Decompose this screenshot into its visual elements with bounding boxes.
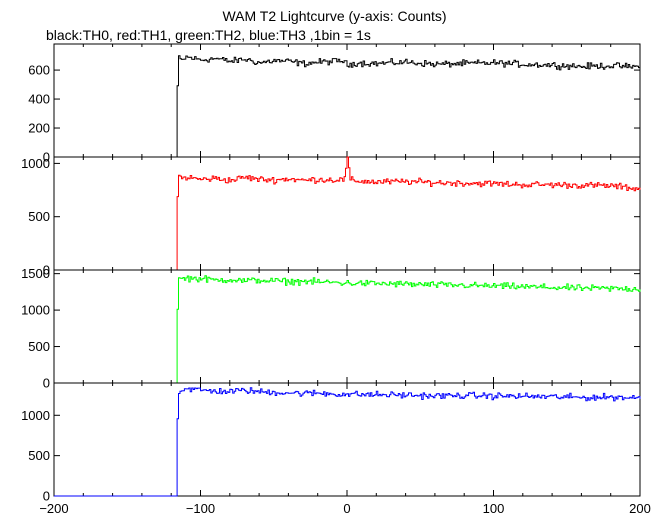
x-tick-label-4: 200 [629, 501, 651, 515]
panel-1-frame [53, 156, 641, 271]
panel-2-ytick-label-0: 0 [43, 376, 50, 391]
chart-subtitle: black:TH0, red:TH1, green:TH2, blue:TH3 … [46, 27, 371, 43]
panel-2-ytick-label-3: 1500 [21, 266, 50, 281]
panel-3-ytick-label-1: 500 [28, 448, 50, 463]
panel-0-ytick-label-2: 400 [28, 92, 50, 107]
panel-0-ytick-label-1: 200 [28, 121, 50, 136]
panel-0-ytick-label-0: 0 [43, 150, 50, 165]
series-0-line [54, 55, 641, 158]
x-tick-label-2: 0 [343, 501, 350, 515]
panel-1-ytick-label-2: 1000 [21, 156, 50, 171]
panel-1-ytick-label-1: 500 [28, 209, 50, 224]
x-tick-label-0: −200 [39, 501, 68, 515]
series-2-line [54, 275, 641, 384]
panel-3-ytick-label-0: 0 [43, 489, 50, 504]
panel-2-frame [53, 269, 641, 384]
series-3-line [54, 387, 641, 497]
x-tick-label-1: −100 [186, 501, 215, 515]
panel-1-ytick-label-0: 0 [43, 263, 50, 278]
panel-0-ytick-label-3: 600 [28, 63, 50, 78]
panel-3-frame [53, 382, 641, 497]
x-tick-label-3: 100 [483, 501, 505, 515]
panel-3-ytick-label-2: 1000 [21, 408, 50, 423]
chart-title: WAM T2 Lightcurve (y-axis: Counts) [222, 8, 447, 24]
panel-2-ytick-label-2: 1000 [21, 303, 50, 318]
series-1-line [54, 156, 641, 271]
panel-2-ytick-label-1: 500 [28, 339, 50, 354]
